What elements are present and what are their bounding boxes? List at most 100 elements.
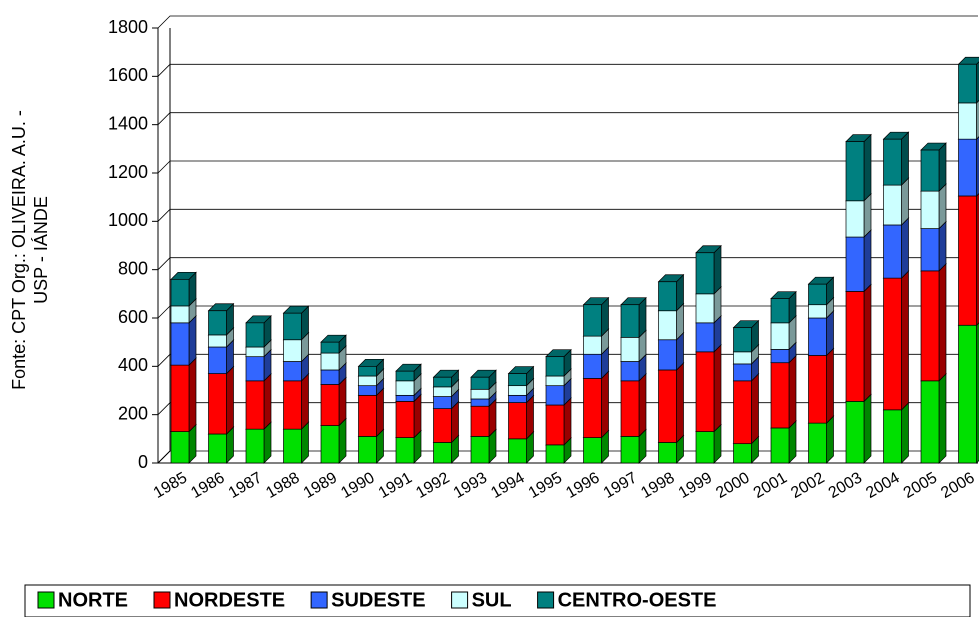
bar xyxy=(283,428,302,464)
bar xyxy=(808,355,827,424)
bar xyxy=(845,141,865,202)
bar xyxy=(695,293,715,324)
bar xyxy=(658,281,677,312)
bar xyxy=(583,304,602,337)
legend-swatch xyxy=(153,591,171,609)
bar-side xyxy=(938,220,947,272)
bar xyxy=(208,334,227,348)
bar-side xyxy=(751,372,759,445)
bar-side xyxy=(638,372,647,438)
y-tick-label: 1200 xyxy=(108,162,148,182)
x-tick-label: 1987 xyxy=(226,469,265,502)
bar-side xyxy=(788,354,797,429)
bar xyxy=(395,370,415,382)
bar xyxy=(433,386,452,397)
bar xyxy=(658,310,677,341)
x-tick-label: 1991 xyxy=(376,469,415,502)
grid-line xyxy=(157,112,978,125)
y-axis-label: Fonte: CPT Org.: OLIVEIRA. A.U. - xyxy=(9,110,29,390)
bar xyxy=(958,195,977,326)
y-tick-label: 1600 xyxy=(108,65,148,85)
bar xyxy=(845,200,865,238)
bar xyxy=(920,149,940,192)
x-tick-label: 1988 xyxy=(263,469,302,502)
bar xyxy=(320,352,340,371)
bar-side xyxy=(863,229,872,293)
x-tick-label: 2006 xyxy=(938,469,977,502)
bar xyxy=(920,190,940,229)
bar-side xyxy=(938,142,947,192)
bar xyxy=(770,427,790,464)
bar xyxy=(283,312,302,341)
x-tick-label: 1997 xyxy=(601,469,640,502)
bar xyxy=(545,404,565,446)
bar xyxy=(433,396,452,409)
bar-side xyxy=(338,376,347,427)
bar xyxy=(583,378,602,438)
x-tick-label: 2000 xyxy=(713,469,752,502)
bar xyxy=(583,335,602,355)
bar xyxy=(845,236,865,292)
bar-side xyxy=(901,401,909,464)
bar xyxy=(508,394,527,403)
x-tick-label: 2005 xyxy=(901,469,940,502)
legend-label: CENTRO-OESTE xyxy=(558,589,717,611)
x-tick-label: 1989 xyxy=(301,469,340,502)
bar xyxy=(395,380,415,396)
bar xyxy=(470,436,490,464)
bar xyxy=(733,351,752,365)
bar xyxy=(358,436,377,464)
bar xyxy=(433,442,452,464)
x-tick-label: 1992 xyxy=(413,469,452,502)
bar-side xyxy=(901,217,909,279)
x-tick-label: 1993 xyxy=(451,469,490,502)
legend-swatch xyxy=(537,591,555,609)
bar xyxy=(245,380,265,430)
bar xyxy=(883,224,902,279)
bar xyxy=(733,443,752,464)
bar xyxy=(508,402,527,440)
x-tick-label: 2003 xyxy=(826,469,865,502)
bar-side xyxy=(863,283,872,403)
bar-side xyxy=(826,347,834,424)
bar-side xyxy=(901,177,909,226)
bar xyxy=(958,138,977,197)
bar xyxy=(170,278,190,307)
bar xyxy=(770,349,790,364)
grid-line xyxy=(157,63,978,77)
bar-side xyxy=(338,417,347,464)
bar-side xyxy=(901,270,909,411)
bar xyxy=(320,341,340,354)
bar xyxy=(170,305,190,324)
bar xyxy=(770,362,790,429)
bar xyxy=(470,376,490,390)
bar xyxy=(845,291,865,402)
bar-side xyxy=(563,397,572,446)
bar xyxy=(320,384,340,426)
grid-line xyxy=(157,160,978,174)
y-tick-label: 800 xyxy=(118,258,148,278)
bar xyxy=(695,431,715,464)
x-tick-label: 1985 xyxy=(151,469,190,502)
bar-side xyxy=(713,343,722,433)
x-tick-label: 1998 xyxy=(638,469,677,502)
bar-side xyxy=(676,362,684,444)
bar xyxy=(358,365,377,377)
bar xyxy=(695,351,715,432)
bar xyxy=(245,346,265,358)
x-tick-label: 2002 xyxy=(788,469,827,502)
bar xyxy=(658,369,677,443)
bar-side xyxy=(863,192,872,238)
bar xyxy=(283,361,302,382)
bar xyxy=(320,369,340,385)
y-tick-label: 200 xyxy=(118,403,148,423)
bar xyxy=(883,184,902,226)
bar-side xyxy=(826,310,834,357)
bar xyxy=(620,361,640,382)
bar xyxy=(358,385,377,396)
bar-side xyxy=(526,394,534,440)
bar xyxy=(545,375,565,387)
bar xyxy=(808,317,827,356)
bar xyxy=(658,339,677,371)
